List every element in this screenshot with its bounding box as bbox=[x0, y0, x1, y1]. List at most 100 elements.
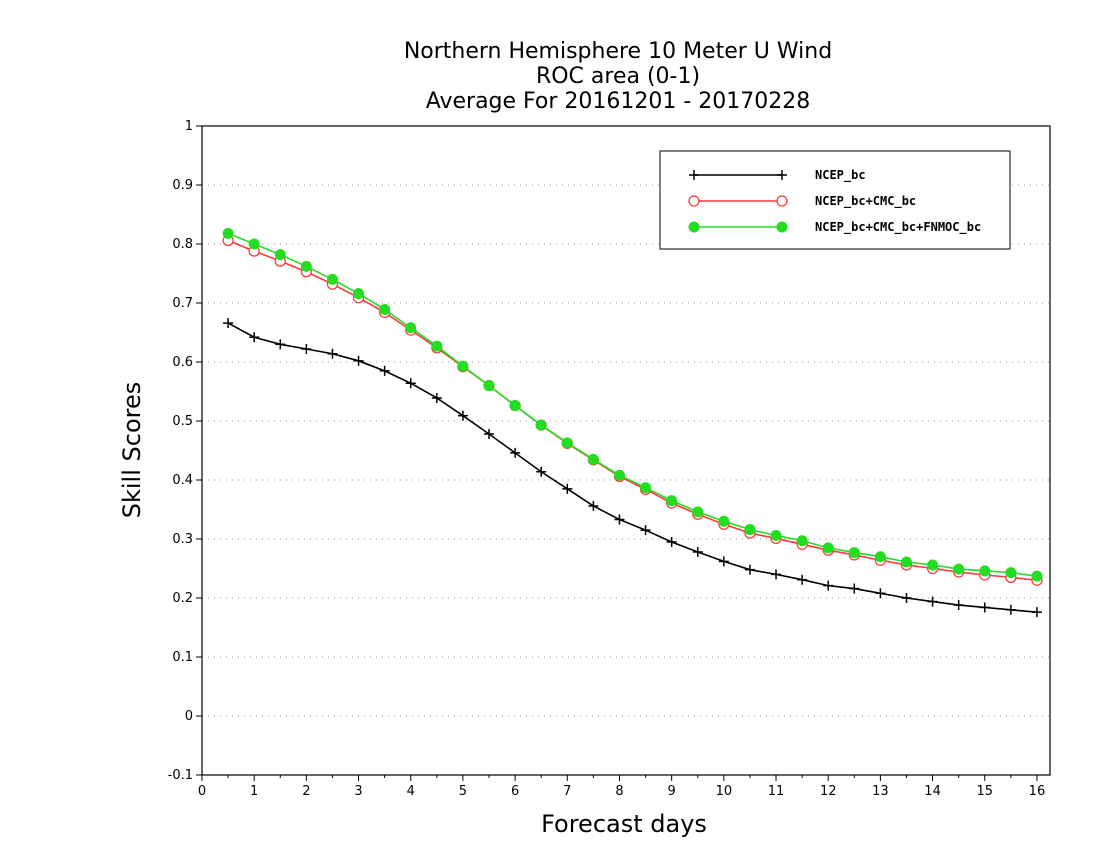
data-point bbox=[249, 332, 260, 343]
data-point bbox=[692, 546, 703, 557]
x-tick-label: 0 bbox=[198, 784, 206, 799]
data-point bbox=[457, 410, 468, 421]
data-point bbox=[823, 580, 834, 591]
legend-marker bbox=[689, 170, 699, 180]
y-tick-label: 0.8 bbox=[172, 237, 193, 252]
data-point bbox=[613, 469, 625, 481]
data-point bbox=[927, 596, 938, 607]
x-tick-label: 15 bbox=[976, 784, 993, 799]
data-point bbox=[300, 260, 312, 272]
data-point bbox=[953, 563, 965, 575]
data-point bbox=[900, 556, 912, 568]
data-point bbox=[953, 600, 964, 611]
data-point bbox=[248, 238, 260, 250]
data-point bbox=[326, 273, 338, 285]
y-tick-label: 0.5 bbox=[172, 414, 193, 429]
x-tick-label: 12 bbox=[820, 784, 837, 799]
legend-entry: NCEP_bc+CMC_bc+FNMOC_bc bbox=[688, 220, 981, 235]
data-point bbox=[614, 514, 625, 525]
data-point bbox=[457, 360, 469, 372]
data-point bbox=[431, 340, 443, 352]
x-tick-label: 8 bbox=[615, 784, 623, 799]
x-tick-label: 7 bbox=[563, 784, 571, 799]
data-point bbox=[562, 483, 573, 494]
x-tick-label: 3 bbox=[354, 784, 362, 799]
legend-marker bbox=[776, 195, 788, 207]
data-point bbox=[927, 559, 939, 571]
series-line bbox=[227, 322, 1038, 613]
data-point bbox=[796, 535, 808, 547]
data-point bbox=[353, 288, 365, 300]
data-point bbox=[379, 303, 391, 315]
y-tick-label: 0.1 bbox=[172, 650, 193, 665]
data-point bbox=[1005, 604, 1016, 615]
gridlines bbox=[202, 184, 1050, 717]
data-point bbox=[640, 482, 652, 494]
legend-label: NCEP_bc+CMC_bc bbox=[815, 194, 916, 209]
x-tick-label: 4 bbox=[407, 784, 415, 799]
y-tick-label: 0.3 bbox=[172, 532, 193, 547]
data-point bbox=[979, 602, 990, 613]
legend-marker bbox=[777, 170, 787, 180]
series-2 bbox=[222, 234, 1043, 586]
x-tick-label: 16 bbox=[1029, 784, 1046, 799]
legend-entry: NCEP_bc+CMC_bc bbox=[688, 194, 916, 209]
data-point bbox=[666, 536, 677, 547]
legend-label: NCEP_bc bbox=[815, 168, 866, 183]
x-tick-label: 2 bbox=[302, 784, 310, 799]
data-point bbox=[327, 348, 338, 359]
data-point bbox=[797, 574, 808, 585]
x-tick-label: 6 bbox=[511, 784, 519, 799]
legend-label: NCEP_bc+CMC_bc+FNMOC_bc bbox=[815, 220, 981, 235]
data-point bbox=[483, 380, 495, 392]
y-tick-label: 0 bbox=[185, 709, 193, 724]
series-3 bbox=[222, 227, 1043, 582]
data-point bbox=[848, 547, 860, 559]
data-point bbox=[405, 378, 416, 389]
legend: NCEP_bc NCEP_bc+CMC_bc NCEP_bc+CMC_bc+FNMO… bbox=[659, 150, 1011, 250]
data-point bbox=[640, 525, 651, 536]
data-point bbox=[509, 400, 521, 412]
x-axis-label: Forecast days bbox=[541, 810, 707, 838]
x-tick-label: 14 bbox=[924, 784, 941, 799]
legend-marker bbox=[688, 195, 700, 207]
y-tick-label: 0.7 bbox=[172, 296, 193, 311]
data-point bbox=[405, 322, 417, 334]
data-point bbox=[744, 524, 756, 536]
data-point bbox=[1031, 607, 1042, 618]
data-point bbox=[379, 365, 390, 376]
data-point bbox=[588, 500, 599, 511]
y-tick-label: 0.2 bbox=[172, 591, 193, 606]
data-point bbox=[718, 556, 729, 567]
data-point bbox=[561, 437, 573, 449]
data-point bbox=[535, 419, 547, 431]
y-tick-label: 1 bbox=[185, 119, 193, 134]
data-point bbox=[718, 515, 730, 527]
y-tick-label: 0.6 bbox=[172, 355, 193, 370]
chart-title-line-2: ROC area (0-1) bbox=[536, 64, 700, 89]
data-point bbox=[431, 392, 442, 403]
data-point bbox=[1031, 570, 1043, 582]
data-point bbox=[744, 564, 755, 575]
data-point bbox=[1005, 567, 1017, 579]
data-point bbox=[875, 588, 886, 599]
x-tick-label: 13 bbox=[872, 784, 889, 799]
data-point bbox=[353, 355, 364, 366]
legend-marker bbox=[688, 221, 700, 233]
x-tick-label: 10 bbox=[716, 784, 733, 799]
data-point bbox=[510, 447, 521, 458]
legend-entry: NCEP_bc bbox=[689, 168, 866, 183]
chart-title-line-1: Northern Hemisphere 10 Meter U Wind bbox=[404, 39, 832, 64]
axis-ticks: -0.100.10.20.30.40.50.60.70.80.910 1 2 3 4 5 6… bbox=[168, 119, 1046, 799]
data-point bbox=[274, 249, 286, 261]
y-axis-label: Skill Scores bbox=[118, 382, 146, 519]
data-point bbox=[222, 227, 234, 239]
series-line bbox=[227, 239, 1038, 582]
data-point bbox=[536, 466, 547, 477]
y-tick-label: -0.1 bbox=[168, 768, 193, 783]
data-point bbox=[901, 593, 912, 603]
legend-box bbox=[659, 150, 1011, 250]
data-point bbox=[301, 344, 312, 355]
plot-series bbox=[222, 227, 1043, 618]
